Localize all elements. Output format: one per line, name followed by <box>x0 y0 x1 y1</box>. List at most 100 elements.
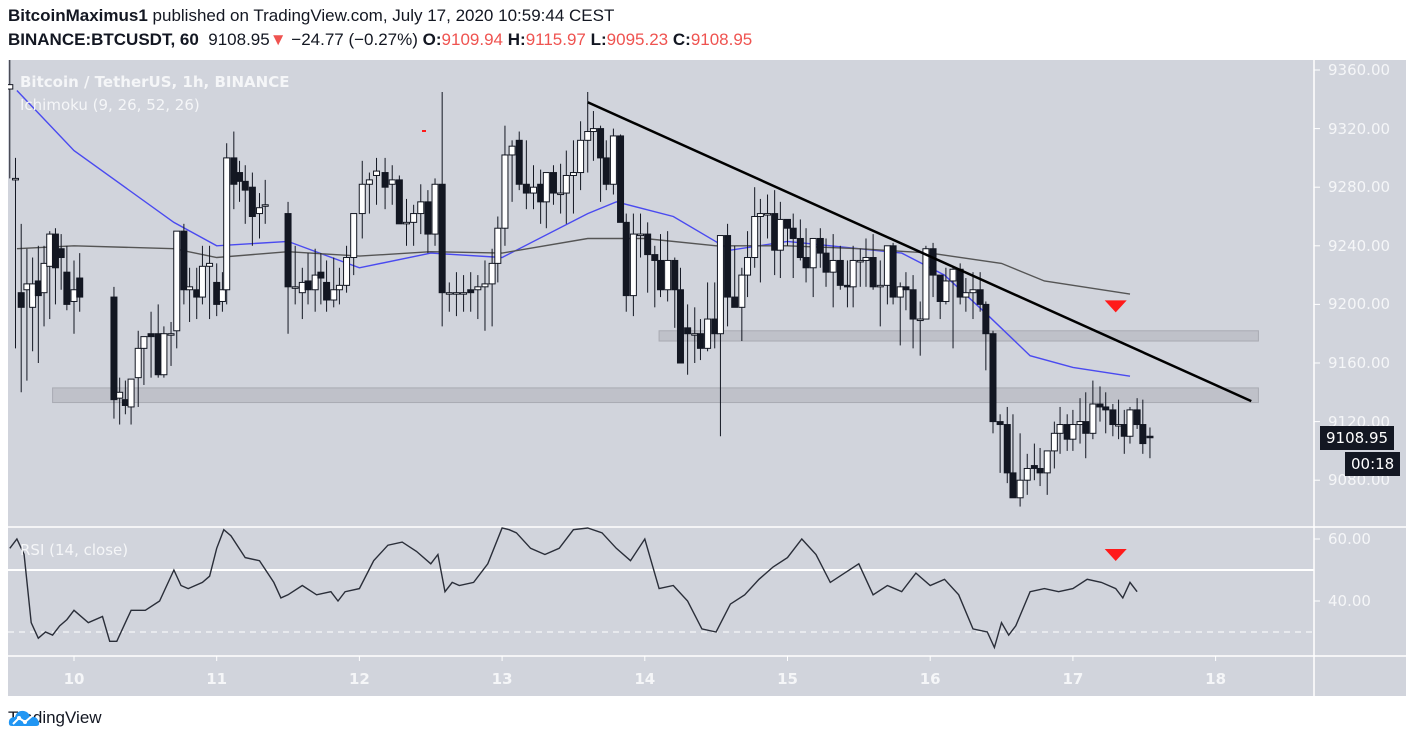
candle-body <box>849 259 857 288</box>
candle-body <box>173 230 181 332</box>
candle-body <box>896 286 904 298</box>
countdown-tag: 00:18 <box>1345 452 1401 476</box>
candle-body <box>147 333 155 338</box>
candle-body <box>909 289 917 320</box>
price-axis-label: 9240.00 <box>1328 236 1391 255</box>
rsi-axis-label: 60.00 <box>1328 530 1371 548</box>
price-axis-label: 9280.00 <box>1328 178 1391 197</box>
candle-body <box>942 280 950 302</box>
candle-body <box>63 271 71 305</box>
candle-body <box>70 289 78 302</box>
candle-body <box>127 378 135 408</box>
candle-body <box>284 213 292 288</box>
candle-body <box>816 237 824 254</box>
candle-body <box>996 421 1004 426</box>
candle-body <box>121 399 129 406</box>
candle-body <box>976 289 984 305</box>
candle-body <box>218 289 226 302</box>
candle-body <box>829 259 837 273</box>
candle-body <box>1076 421 1084 426</box>
candle-body <box>691 333 699 336</box>
candle-body <box>644 233 652 256</box>
candle-body <box>193 289 201 298</box>
candle-body <box>154 333 162 376</box>
candle-body <box>809 237 817 269</box>
candle-body <box>223 157 231 291</box>
tradingview-logo-icon <box>8 710 40 726</box>
author-name[interactable]: BitcoinMaximus1 <box>8 6 148 25</box>
symbol-label: BINANCE:BTCUSDT, 60 <box>8 30 199 49</box>
candle-body <box>23 283 31 291</box>
ichimoku-legend[interactable]: Ichimoku (9, 26, 52, 26) <box>20 96 200 114</box>
time-axis-label: 16 <box>919 670 941 688</box>
open-label: O: <box>422 30 442 49</box>
candle-body <box>304 280 312 291</box>
candle-body <box>902 286 910 291</box>
candle-body <box>46 233 54 267</box>
candle-body <box>738 274 746 308</box>
candle-body <box>929 248 937 276</box>
high-value: 9115.97 <box>525 30 586 49</box>
time-axis-label: 13 <box>491 670 513 688</box>
candle-body <box>261 204 269 207</box>
candle-body <box>731 296 739 308</box>
candle-body <box>744 257 752 276</box>
candle-body <box>1109 409 1117 426</box>
candle-body <box>597 128 605 159</box>
candle-body <box>982 303 990 335</box>
candle-body <box>206 262 214 267</box>
candle-body <box>213 281 221 305</box>
candle-body <box>569 172 577 176</box>
time-axis-label: 11 <box>206 670 228 688</box>
descending-trendline[interactable] <box>587 101 1252 403</box>
rsi-legend[interactable]: RSI (14, close) <box>20 541 129 559</box>
candle-body <box>856 259 864 263</box>
candle-body <box>771 213 779 251</box>
candle-body <box>388 179 396 185</box>
candle-body <box>724 235 732 298</box>
candle-body <box>57 248 65 259</box>
candle-body <box>467 289 475 294</box>
publication-line: BitcoinMaximus1 published on TradingView… <box>8 6 614 26</box>
candle-body <box>836 259 844 286</box>
candle-body <box>317 271 325 279</box>
candle-body <box>241 180 249 191</box>
candle-body <box>110 296 118 401</box>
candle-body <box>417 201 425 215</box>
candle-body <box>494 227 502 264</box>
candle-body <box>515 139 523 185</box>
candle-body <box>802 257 810 269</box>
candle-body <box>424 201 432 235</box>
chart-canvas[interactable] <box>8 60 1406 696</box>
published-text: published on TradingView.com, July 17, 2… <box>147 6 615 25</box>
candle-body <box>989 333 997 423</box>
time-axis-label: 17 <box>1062 670 1084 688</box>
support-zone[interactable] <box>52 387 1259 404</box>
candle-body <box>330 289 338 301</box>
support-zone[interactable] <box>658 330 1259 342</box>
time-axis-label: 12 <box>348 670 370 688</box>
candle-body <box>1036 467 1044 474</box>
candle-body <box>335 284 343 291</box>
candle-body <box>1082 421 1090 434</box>
candle-body <box>34 280 42 297</box>
candle-body <box>609 135 617 185</box>
price-axis-label: 9320.00 <box>1328 119 1391 138</box>
chart-area[interactable]: Bitcoin / TetherUS, 1h, BINANCE Ichimoku… <box>8 60 1406 696</box>
candle-body <box>589 128 597 133</box>
candle-body <box>76 277 84 298</box>
candle-body <box>474 286 482 291</box>
candle-body <box>956 268 964 298</box>
candle-body <box>1115 424 1123 427</box>
time-axis-label: 14 <box>634 670 656 688</box>
candle-body <box>236 172 244 182</box>
candle-body <box>1030 465 1038 469</box>
candle-body <box>358 183 366 215</box>
last-price: 9108.95 <box>208 30 270 49</box>
candle-body <box>8 84 14 90</box>
candle-body <box>1126 409 1134 437</box>
candle-body <box>629 233 637 297</box>
price-axis-label: 9200.00 <box>1328 295 1391 314</box>
marker-dot <box>422 130 426 132</box>
candle-body <box>373 170 381 176</box>
